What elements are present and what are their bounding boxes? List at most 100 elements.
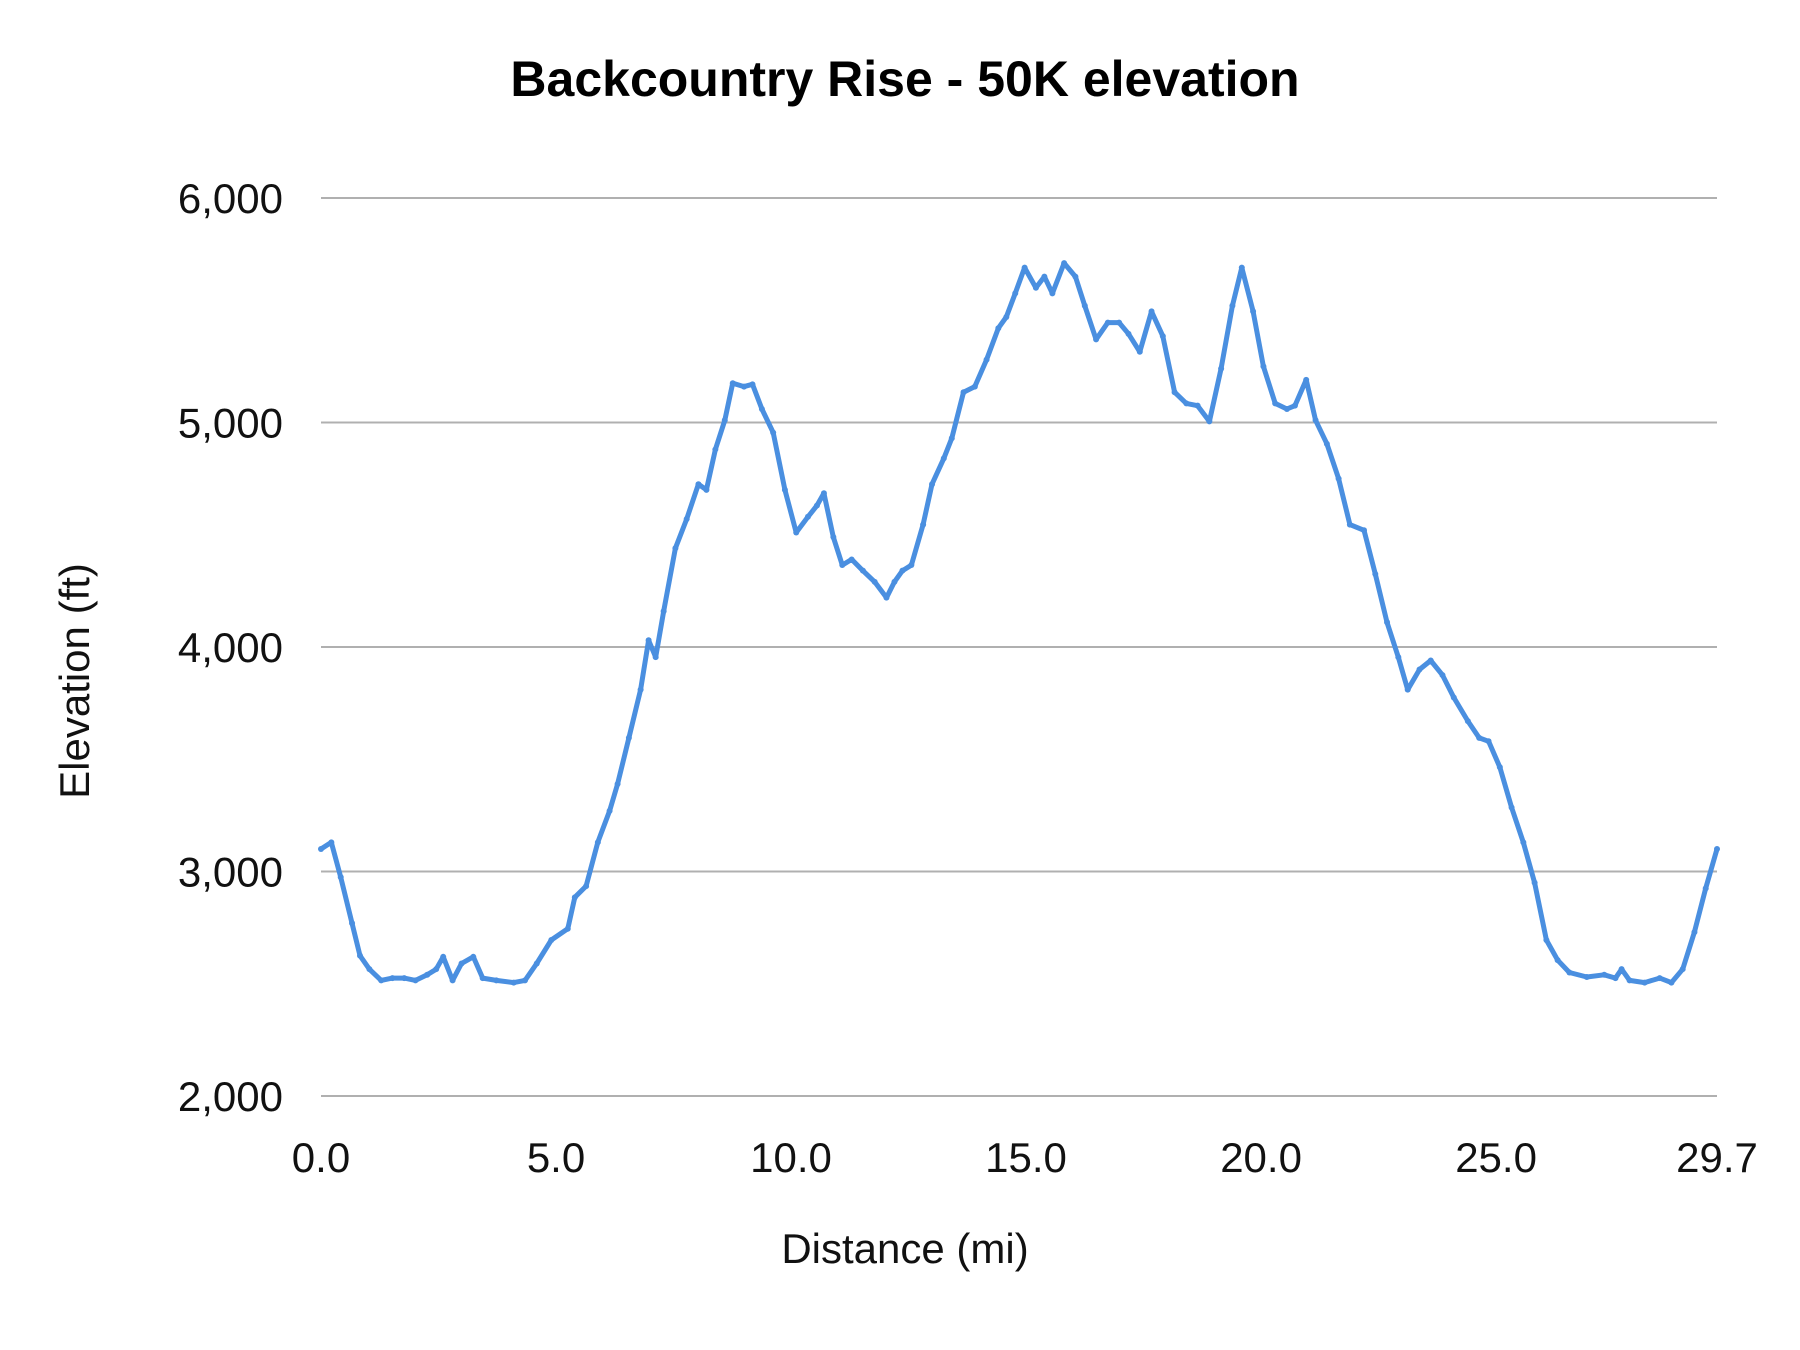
- data-point: [1395, 654, 1402, 661]
- data-point: [660, 608, 667, 615]
- x-axis-label: Distance (mi): [781, 1225, 1028, 1272]
- data-point: [1566, 969, 1573, 976]
- data-point: [493, 977, 500, 984]
- data-point: [758, 406, 765, 413]
- data-point: [389, 975, 396, 982]
- data-point: [839, 562, 846, 569]
- data-point: [614, 780, 621, 787]
- data-point: [859, 567, 866, 574]
- data-point: [1081, 302, 1088, 309]
- data-point: [1125, 330, 1132, 337]
- data-point: [1691, 929, 1698, 936]
- data-point: [1531, 879, 1538, 886]
- data-point: [652, 654, 659, 661]
- data-point: [1093, 336, 1100, 343]
- data-point: [510, 979, 517, 986]
- data-point: [908, 562, 915, 569]
- data-point: [871, 578, 878, 585]
- data-point: [1012, 290, 1019, 297]
- data-point: [929, 481, 936, 488]
- data-point: [479, 975, 486, 982]
- y-tick-label: 5,000: [178, 400, 283, 447]
- data-point: [1656, 975, 1663, 982]
- data-point: [820, 490, 827, 497]
- data-point: [1384, 619, 1391, 626]
- data-point: [1250, 308, 1257, 315]
- data-point: [891, 578, 898, 585]
- data-point: [1427, 657, 1434, 664]
- data-point: [625, 734, 632, 741]
- data-point: [1554, 957, 1561, 964]
- data-point: [1641, 979, 1648, 986]
- data-point: [672, 545, 679, 552]
- data-point: [594, 839, 601, 846]
- data-point: [1439, 672, 1446, 679]
- x-tick-label: 29.7: [1676, 1134, 1758, 1181]
- data-point: [1003, 313, 1010, 320]
- data-point: [470, 953, 477, 960]
- data-point: [1361, 527, 1368, 534]
- data-point: [1041, 273, 1048, 280]
- y-axis-ticks: 2,000 3,000 4,000 5,000 6,000: [178, 175, 283, 1120]
- data-point: [781, 486, 788, 493]
- data-point: [1476, 734, 1483, 741]
- data-point: [318, 846, 324, 853]
- data-point: [433, 966, 440, 973]
- data-point: [1116, 319, 1123, 326]
- data-point: [458, 960, 465, 967]
- gridlines: [321, 197, 1717, 1097]
- data-point: [983, 356, 990, 363]
- data-point: [1450, 694, 1457, 701]
- data-point: [1272, 400, 1279, 407]
- data-point: [606, 807, 613, 814]
- data-point: [1346, 521, 1353, 528]
- data-point: [770, 429, 777, 436]
- data-point: [449, 977, 456, 984]
- data-point: [940, 455, 947, 462]
- data-point: [749, 381, 756, 388]
- data-point: [1303, 376, 1310, 383]
- data-point: [995, 325, 1002, 332]
- data-point: [683, 516, 690, 523]
- data-point: [741, 383, 748, 390]
- data-point: [1104, 319, 1111, 326]
- data-point: [1372, 571, 1379, 578]
- x-tick-label: 15.0: [985, 1134, 1067, 1181]
- data-point: [830, 533, 837, 540]
- data-point: [366, 966, 373, 973]
- data-point: [548, 936, 555, 943]
- data-point: [1508, 804, 1515, 811]
- x-tick-label: 10.0: [750, 1134, 832, 1181]
- data-point: [1520, 839, 1527, 846]
- data-point: [1238, 264, 1245, 271]
- data-point: [1679, 966, 1686, 973]
- data-point: [712, 446, 719, 453]
- data-point: [804, 513, 811, 520]
- data-point: [349, 920, 356, 927]
- data-point: [1183, 400, 1190, 407]
- data-point: [1194, 402, 1201, 409]
- data-point: [695, 481, 702, 488]
- data-point: [357, 952, 364, 959]
- data-point: [1668, 979, 1675, 986]
- data-point: [337, 874, 344, 881]
- data-point: [1416, 666, 1423, 673]
- x-tick-label: 0.0: [292, 1134, 350, 1181]
- data-point: [440, 953, 447, 960]
- data-point: [703, 486, 710, 493]
- data-point: [1404, 686, 1411, 693]
- data-point: [1323, 440, 1330, 447]
- data-point: [883, 594, 890, 601]
- data-point: [571, 894, 578, 901]
- data-point: [971, 383, 978, 390]
- data-point: [1218, 365, 1225, 372]
- data-point: [424, 971, 431, 978]
- data-point: [1618, 966, 1625, 973]
- data-point: [960, 389, 967, 396]
- data-point: [948, 435, 955, 442]
- x-axis-ticks: 0.0 5.0 10.0 15.0 20.0 25.0 29.7: [292, 1134, 1758, 1181]
- data-point: [412, 977, 419, 984]
- data-point: [813, 502, 820, 509]
- data-point: [920, 521, 927, 528]
